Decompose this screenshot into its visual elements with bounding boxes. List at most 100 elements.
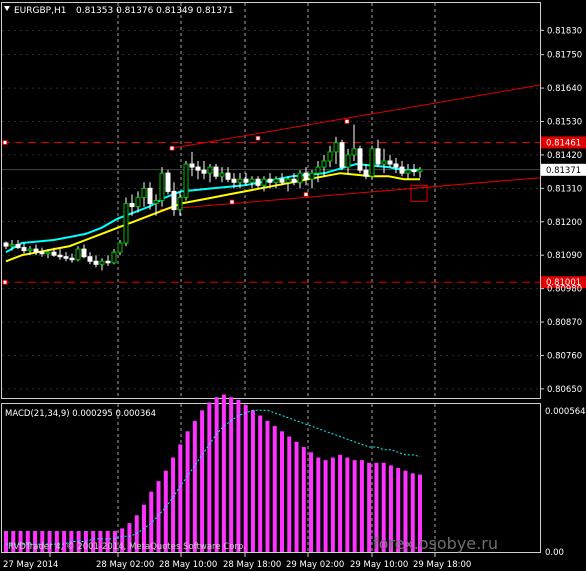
macd-histogram-bar <box>40 531 45 552</box>
candles <box>3 124 423 271</box>
macd-histogram-bar <box>98 531 103 552</box>
macd-histogram-bar <box>309 452 314 552</box>
macd-histogram-bar <box>258 415 263 552</box>
macd-histogram-bar <box>4 531 8 552</box>
candle-bear <box>225 172 231 180</box>
macd-axis-zero: 0.00 <box>545 548 564 558</box>
time-tick-label: 28 May 10:00 <box>159 560 217 570</box>
candle-bull <box>297 172 303 183</box>
macd-histogram-bar <box>323 460 328 552</box>
macd-histogram-bar <box>330 457 335 552</box>
time-tick-label: 29 May 02:00 <box>286 560 344 570</box>
candle-bull <box>417 169 423 173</box>
candle-bear <box>213 166 219 177</box>
moving-averages <box>5 162 421 263</box>
macd-histogram-bar <box>171 457 176 552</box>
candle-bear <box>93 260 99 265</box>
macd-histogram-bar <box>374 462 379 552</box>
macd-histogram-bar <box>178 444 183 552</box>
candle-bear <box>171 190 177 211</box>
level-handle[interactable] <box>2 279 8 285</box>
candle-bull <box>285 178 291 183</box>
trendlines[interactable] <box>159 84 541 211</box>
candle-bear <box>231 178 237 183</box>
macd-histogram-bar <box>163 470 168 552</box>
macd-histogram-bar <box>185 431 190 552</box>
candle-bear <box>195 166 201 171</box>
level-price-label: 0.81461 <box>546 138 581 148</box>
level-price-badge <box>541 136 586 149</box>
candle-bull <box>327 151 333 162</box>
trendline-lower[interactable] <box>159 177 541 211</box>
candle-bear <box>87 256 93 262</box>
macd-panel-frame <box>1 403 541 553</box>
macd-histogram-bar <box>207 402 212 552</box>
macd-histogram-bar <box>54 531 59 552</box>
signal-marker[interactable] <box>410 184 428 202</box>
candle-bull <box>153 200 159 205</box>
macd-histogram-bar <box>294 441 299 552</box>
candle-bear <box>147 187 153 205</box>
macd-histogram-bar <box>410 473 415 552</box>
macd-histogram-bar <box>112 531 117 552</box>
candle-bear <box>63 256 69 259</box>
candle-bear <box>399 166 405 174</box>
candle-bear <box>279 178 285 183</box>
macd-histogram-bar <box>367 462 372 552</box>
candle-bear <box>303 172 309 180</box>
macd-histogram-bar <box>33 531 38 552</box>
time-axis[interactable]: 27 May 2014 28 May 02:00 28 May 10:00 28 Ma… <box>3 553 471 570</box>
candle-bull <box>123 203 129 244</box>
macd-histogram-bar <box>214 397 219 552</box>
trendline-upper[interactable] <box>171 84 541 149</box>
candle-bull <box>111 251 117 264</box>
copyright-text: RVDTrader 4, © 2001-2014, MetaQuotes Sof… <box>8 542 246 552</box>
candle-bull <box>117 242 123 253</box>
macd-histogram-bar <box>229 397 234 552</box>
price-tick-label: 0.81640 <box>547 84 582 94</box>
macd-histogram-bar <box>243 405 248 552</box>
macd-histogram-bar <box>11 531 16 552</box>
macd-histogram-bar <box>345 457 350 552</box>
price-tick-label: 0.81530 <box>547 118 582 128</box>
macd-histogram-bar <box>280 431 284 552</box>
level-lines[interactable]: 0.81461 0.81001 0.81371 <box>2 136 586 289</box>
macd-histogram-bar <box>316 457 321 552</box>
candle-bull <box>273 178 279 183</box>
candle-bear <box>81 248 87 258</box>
trendline-anchor[interactable] <box>344 119 350 124</box>
candle-bear <box>39 251 45 255</box>
level-handle[interactable] <box>2 139 8 145</box>
price-tick-label: 0.80870 <box>547 318 582 328</box>
time-tick-label: 28 May 02:00 <box>96 560 154 570</box>
macd-histogram-bar <box>200 410 205 552</box>
level-price-badge <box>541 276 586 289</box>
macd-histogram-bar <box>149 491 154 552</box>
macd-histogram-bar <box>359 460 364 552</box>
trendline-anchor[interactable] <box>255 135 261 141</box>
trendline-anchor[interactable] <box>303 192 309 197</box>
trendline-anchor[interactable] <box>169 145 175 151</box>
candle-bear <box>21 247 27 252</box>
macd-histogram-bar <box>91 531 96 552</box>
macd-histogram-bar <box>156 481 161 552</box>
candle-bull <box>381 160 387 165</box>
candle-bear <box>291 178 297 183</box>
candle-bear <box>129 203 135 208</box>
macd-signal-line <box>6 409 421 545</box>
macd-histogram-bar <box>221 394 226 552</box>
price-tick-label: 0.81750 <box>547 51 582 61</box>
candle-bull <box>183 163 189 198</box>
macd-histogram-bar <box>127 523 132 552</box>
candle-bear <box>15 244 21 249</box>
price-axis[interactable]: 0.81830 0.81750 0.81640 0.81530 0.81420 0.813… <box>540 26 582 395</box>
macd-histogram-bar <box>25 531 30 552</box>
candle-bear <box>387 160 393 165</box>
candle-bear <box>69 257 75 261</box>
macd-histogram-bar <box>396 468 401 552</box>
slow-ma-line <box>5 172 420 263</box>
candle-bear <box>375 148 381 165</box>
trendline-anchor[interactable] <box>229 199 235 205</box>
